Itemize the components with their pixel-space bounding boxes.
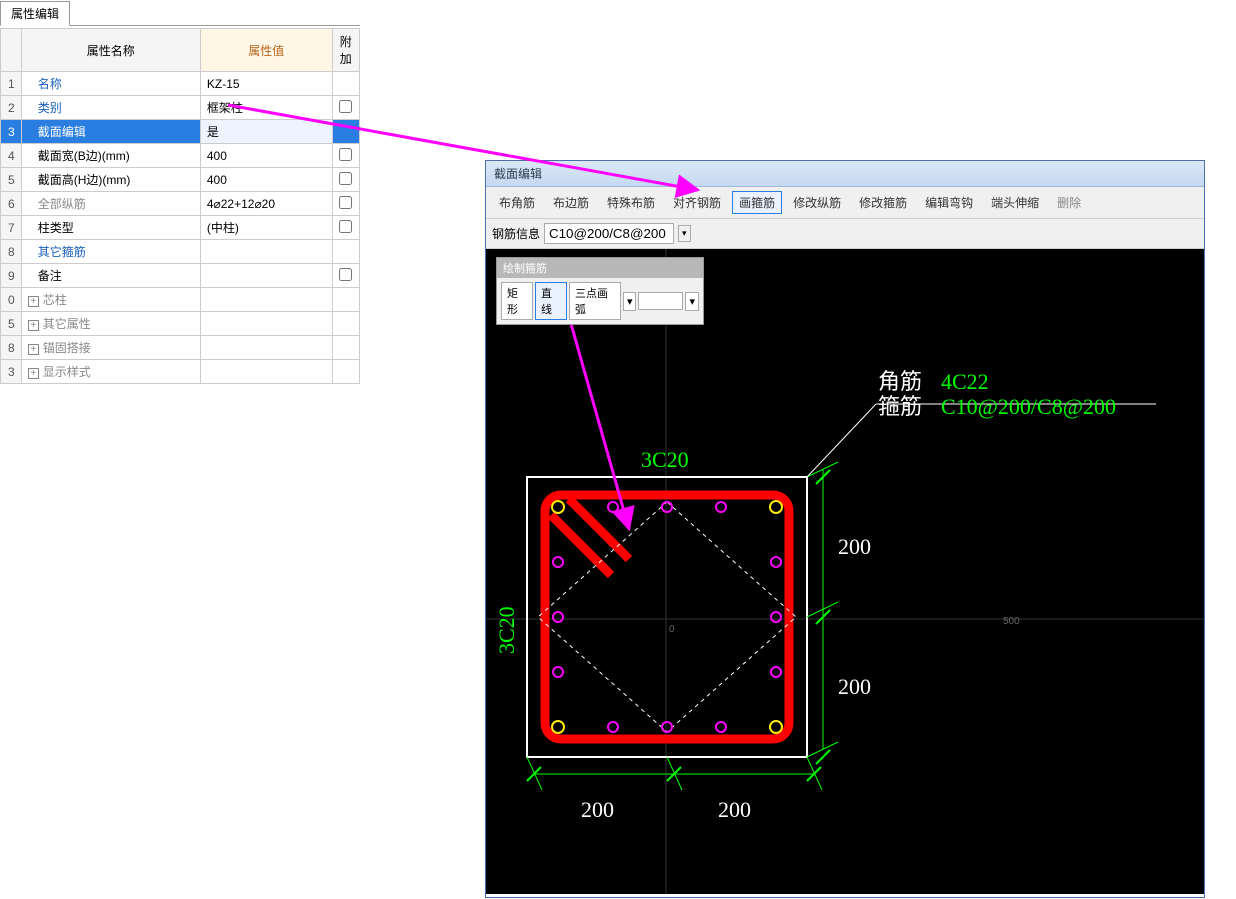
arrow-section-to-toolbar xyxy=(0,0,1236,899)
